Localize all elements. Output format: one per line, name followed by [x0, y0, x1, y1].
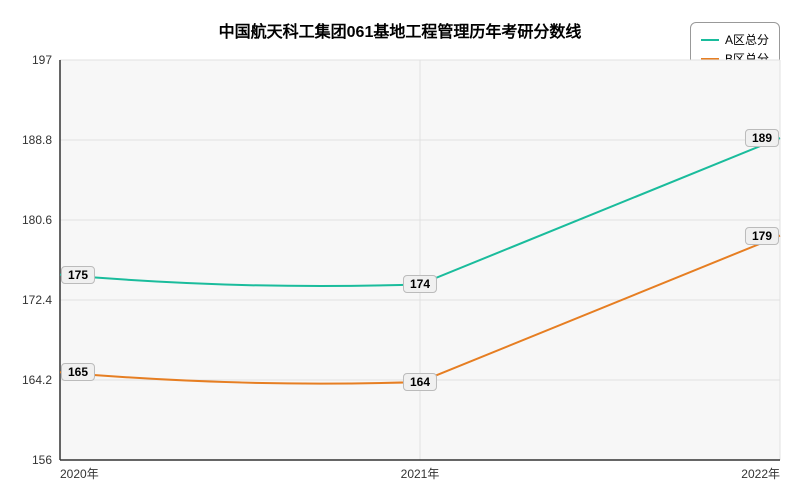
legend-label-a: A区总分 [725, 31, 769, 48]
chart-svg: 156164.2172.4180.6188.81972020年2021年2022… [60, 60, 780, 460]
svg-text:172.4: 172.4 [22, 293, 52, 307]
svg-text:197: 197 [32, 53, 52, 67]
chart-title: 中国航天科工集团061基地工程管理历年考研分数线 [0, 18, 800, 42]
legend-swatch-a [701, 39, 719, 41]
data-label: 189 [745, 129, 779, 147]
legend-item-a: A区总分 [701, 31, 769, 48]
data-label: 175 [61, 266, 95, 284]
svg-text:2021年: 2021年 [401, 467, 440, 481]
data-label: 179 [745, 227, 779, 245]
svg-text:180.6: 180.6 [22, 213, 52, 227]
svg-text:188.8: 188.8 [22, 133, 52, 147]
data-label: 164 [403, 373, 437, 391]
chart-container: 中国航天科工集团061基地工程管理历年考研分数线 A区总分 B区总分 15616… [0, 0, 800, 500]
data-label: 174 [403, 275, 437, 293]
plot-area: 156164.2172.4180.6188.81972020年2021年2022… [60, 60, 780, 460]
svg-text:2022年: 2022年 [741, 467, 780, 481]
svg-text:156: 156 [32, 453, 52, 467]
svg-text:2020年: 2020年 [60, 467, 99, 481]
data-label: 165 [61, 363, 95, 381]
svg-text:164.2: 164.2 [22, 373, 52, 387]
